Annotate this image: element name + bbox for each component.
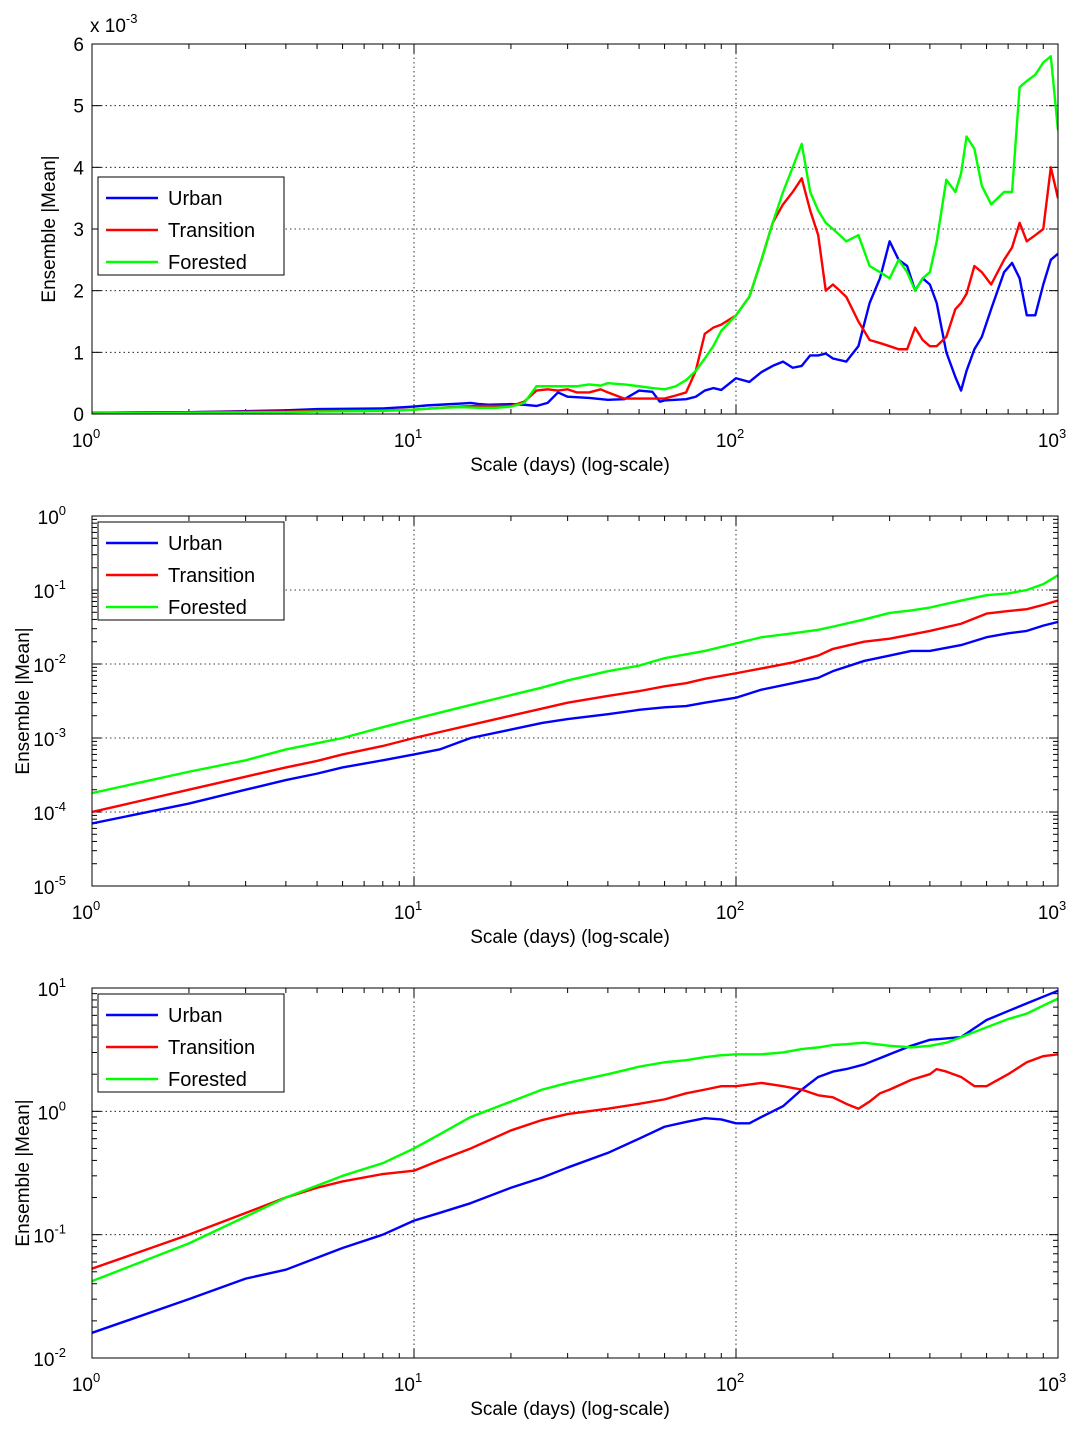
y-tick-label: 10-1	[33, 577, 66, 603]
x-tick-label: 101	[394, 898, 422, 924]
y-tick-label: 2	[73, 282, 84, 303]
x-tick-label: 102	[716, 1370, 744, 1396]
legend-label-forested: Forested	[168, 252, 247, 274]
legend-label-forested: Forested	[168, 1069, 247, 1091]
x-tick-label: 102	[716, 426, 744, 452]
y-tick-label: 10-2	[33, 651, 66, 677]
x-tick-label: 103	[1038, 898, 1066, 924]
y-tick-label: 100	[38, 1098, 66, 1124]
legend-label-transition: Transition	[168, 1037, 255, 1059]
legend-box	[97, 521, 285, 621]
y-tick-label: 3	[73, 220, 84, 241]
y-tick-label: 0	[73, 405, 84, 426]
legend: Urban Transition Forested	[97, 993, 285, 1093]
x-axis-label: Scale (days) (log-scale)	[470, 927, 670, 948]
series-line-forested	[92, 997, 1058, 1283]
x-tick-label: 103	[1038, 426, 1066, 452]
y-tick-label: 6	[73, 35, 84, 56]
series-line-urban	[92, 620, 1058, 825]
legend: Urban Transition Forested	[97, 176, 285, 276]
x-tick-label: 103	[1038, 1370, 1066, 1396]
y-tick-label: 101	[38, 975, 66, 1001]
y-tick-label: 10-3	[33, 725, 66, 751]
x-axis-label: Scale (days) (log-scale)	[470, 455, 670, 476]
axes-frame	[91, 43, 1059, 415]
series-line-forested	[92, 55, 1058, 414]
x-tick-label: 101	[394, 426, 422, 452]
y-tick-label: 4	[73, 158, 84, 179]
y-tick-label: 10-2	[33, 1345, 66, 1371]
x-tick-label: 102	[716, 898, 744, 924]
x-tick-label: 100	[72, 1370, 100, 1396]
legend-box	[97, 993, 285, 1093]
chart-panel-1: 100 101 102 103 0 1 2 3 4 5 6 x 10-3 Scale (days) (l…	[39, 11, 1066, 476]
legend-box	[97, 176, 285, 276]
y-axis-label: Ensemble |Mean|	[13, 627, 34, 774]
legend-label-urban: Urban	[168, 533, 222, 555]
legend: Urban Transition Forested	[97, 521, 285, 621]
legend-label-urban: Urban	[168, 188, 222, 210]
legend-label-transition: Transition	[168, 565, 255, 587]
y-tick-label: 5	[73, 97, 84, 118]
axes-frame	[91, 515, 1059, 887]
y-multiplier-label: x 10-3	[90, 11, 137, 37]
chart-panel-3: 100 101 102 103 10-2 10-1 100 101 Scale (days) (…	[13, 975, 1066, 1420]
legend-label-transition: Transition	[168, 220, 255, 242]
y-tick-label: 10-5	[33, 873, 66, 899]
x-tick-label: 100	[72, 898, 100, 924]
y-tick-label: 100	[38, 503, 66, 529]
x-axis-label: Scale (days) (log-scale)	[470, 1399, 670, 1420]
series-line-urban	[92, 989, 1058, 1334]
x-tick-label: 101	[394, 1370, 422, 1396]
y-tick-label: 1	[73, 343, 84, 364]
y-tick-label: 10-1	[33, 1222, 66, 1248]
chart-panel-2: 100 101 102 103 10-5 10-4 10-3 10-2 10-1 100 Scale…	[13, 503, 1066, 948]
series-line-transition	[92, 599, 1058, 814]
series-line-transition	[92, 1053, 1058, 1270]
legend-label-forested: Forested	[168, 597, 247, 619]
y-axis-label: Ensemble |Mean|	[13, 1099, 34, 1246]
y-tick-label: 10-4	[33, 799, 66, 825]
axes-frame	[91, 987, 1059, 1359]
x-tick-label: 100	[72, 426, 100, 452]
legend-label-urban: Urban	[168, 1005, 222, 1027]
series-line-urban	[92, 240, 1058, 414]
series-line-forested	[92, 574, 1058, 795]
y-axis-label: Ensemble |Mean|	[39, 155, 60, 302]
